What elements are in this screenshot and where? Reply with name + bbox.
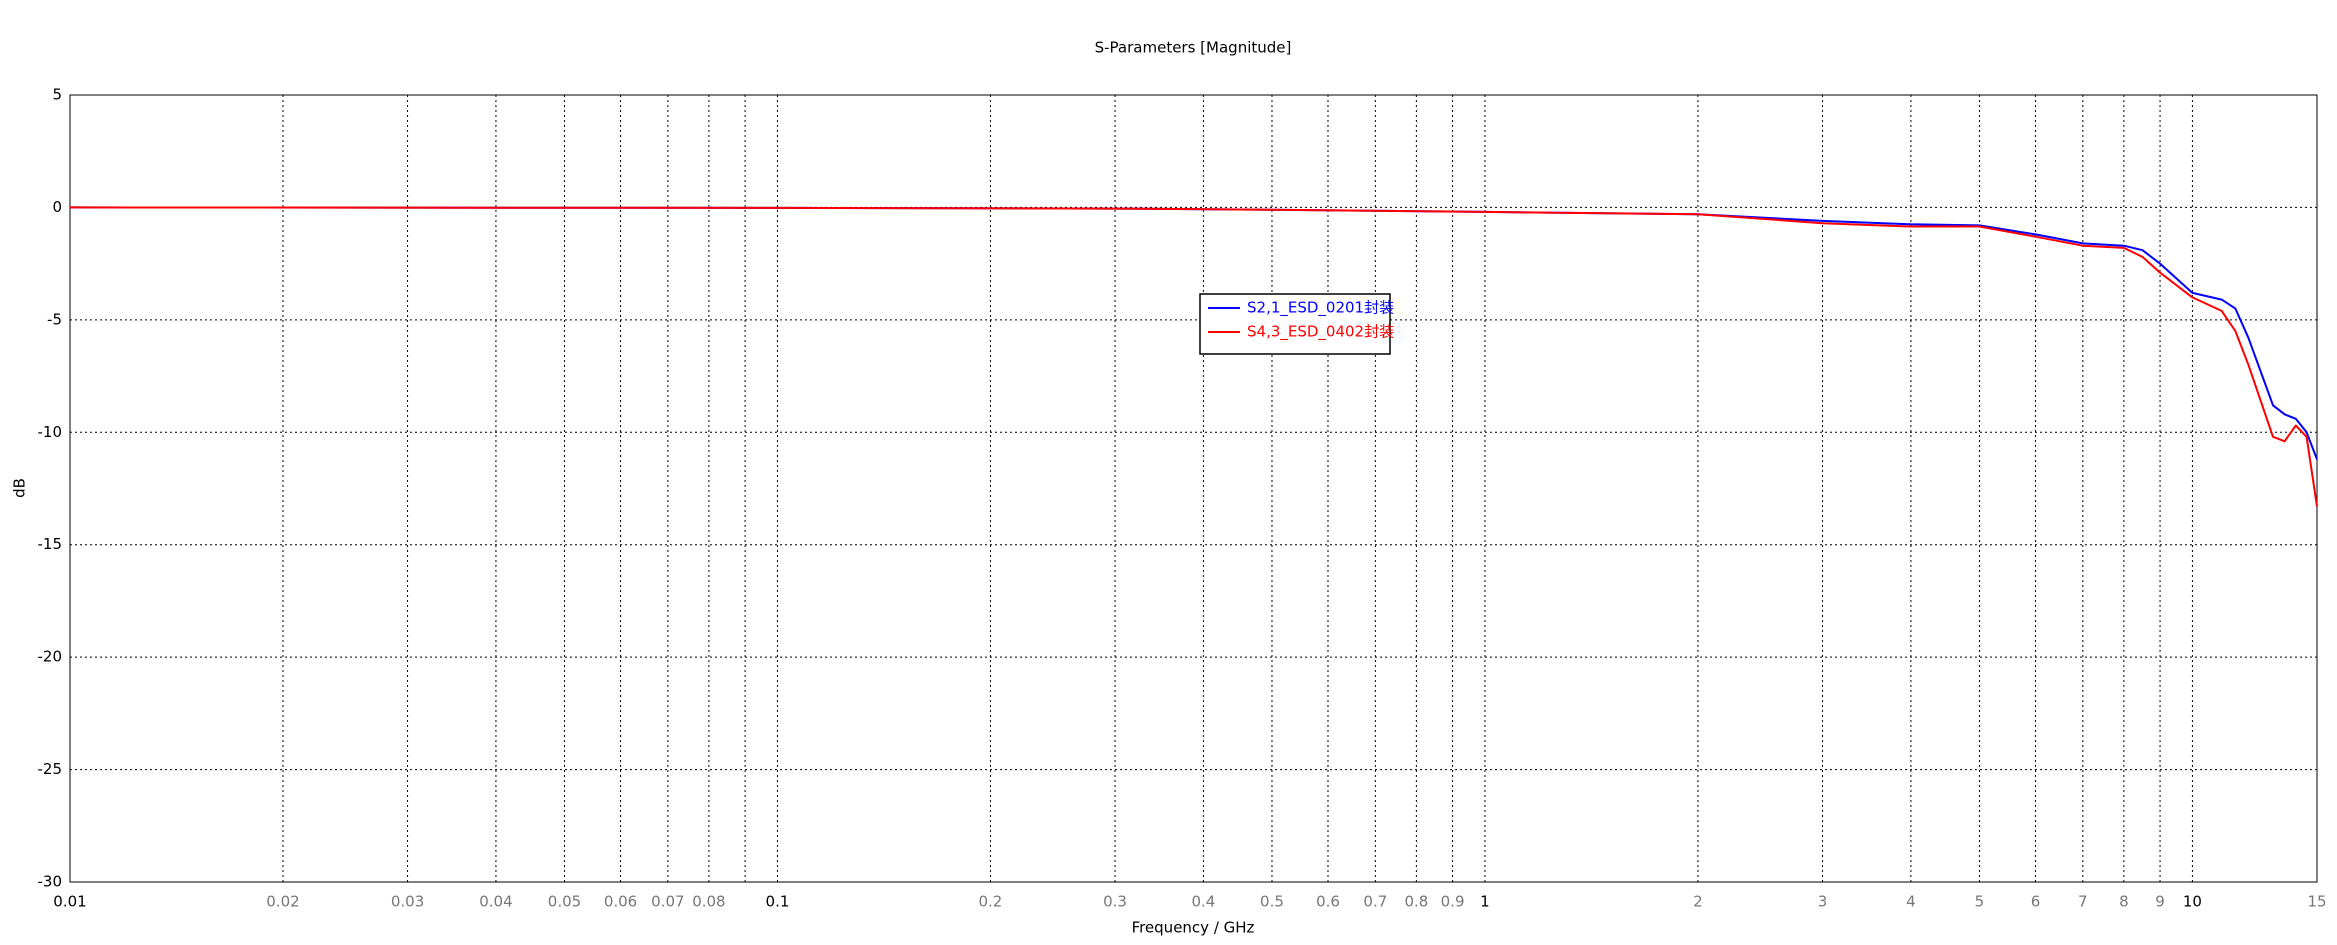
x-tick-label: 3 xyxy=(1818,893,1828,911)
x-tick-label: 0.1 xyxy=(766,893,790,911)
x-tick-label: 0.4 xyxy=(1191,893,1215,911)
x-tick-label: 0.3 xyxy=(1103,893,1127,911)
y-tick-label: -5 xyxy=(47,310,62,328)
x-tick-label: 0.02 xyxy=(266,893,299,911)
y-tick-label: -15 xyxy=(38,535,63,553)
x-tick-label: 0.9 xyxy=(1441,893,1465,911)
x-tick-label: 0.07 xyxy=(651,893,684,911)
chart-title: S-Parameters [Magnitude] xyxy=(1095,39,1292,57)
y-tick-label: -30 xyxy=(38,873,63,891)
x-tick-label: 15 xyxy=(2307,893,2326,911)
series-line xyxy=(69,206,2318,460)
x-tick-label: 0.03 xyxy=(391,893,424,911)
x-tick-label: 1 xyxy=(1480,893,1490,911)
legend-box xyxy=(1199,293,1391,355)
legend-label: S2,1_ESD_0201封装 xyxy=(1247,299,1394,318)
x-tick-label: 0.08 xyxy=(692,893,725,911)
y-axis-label: dB xyxy=(11,478,29,498)
x-axis-label: Frequency / GHz xyxy=(1132,919,1255,937)
x-tick-label: 10 xyxy=(2183,893,2202,911)
x-tick-label: 6 xyxy=(2031,893,2041,911)
x-tick-label: 5 xyxy=(1975,893,1985,911)
x-tick-label: 0.06 xyxy=(604,893,637,911)
x-tick-label: 0.8 xyxy=(1404,893,1428,911)
x-tick-label: 0.04 xyxy=(479,893,512,911)
y-tick-label: -10 xyxy=(38,423,63,441)
x-tick-label: 0.5 xyxy=(1260,893,1284,911)
x-tick-label: 7 xyxy=(2078,893,2088,911)
y-tick-label: -20 xyxy=(38,648,63,666)
x-tick-label: 0.6 xyxy=(1316,893,1340,911)
y-tick-label: -25 xyxy=(38,760,63,778)
y-tick-label: 0 xyxy=(52,198,62,216)
x-tick-label: 2 xyxy=(1693,893,1703,911)
x-tick-label: 0.05 xyxy=(548,893,581,911)
x-tick-label: 9 xyxy=(2155,893,2165,911)
series-line xyxy=(69,206,2318,507)
x-tick-label: 0.7 xyxy=(1363,893,1387,911)
plot-frame xyxy=(69,94,2318,883)
y-tick-label: 5 xyxy=(52,86,62,104)
legend-label: S4,3_ESD_0402封装 xyxy=(1247,323,1394,342)
x-tick-label: 8 xyxy=(2119,893,2129,911)
x-tick-label: 0.01 xyxy=(53,893,86,911)
x-tick-label: 0.2 xyxy=(979,893,1003,911)
x-tick-label: 4 xyxy=(1906,893,1916,911)
